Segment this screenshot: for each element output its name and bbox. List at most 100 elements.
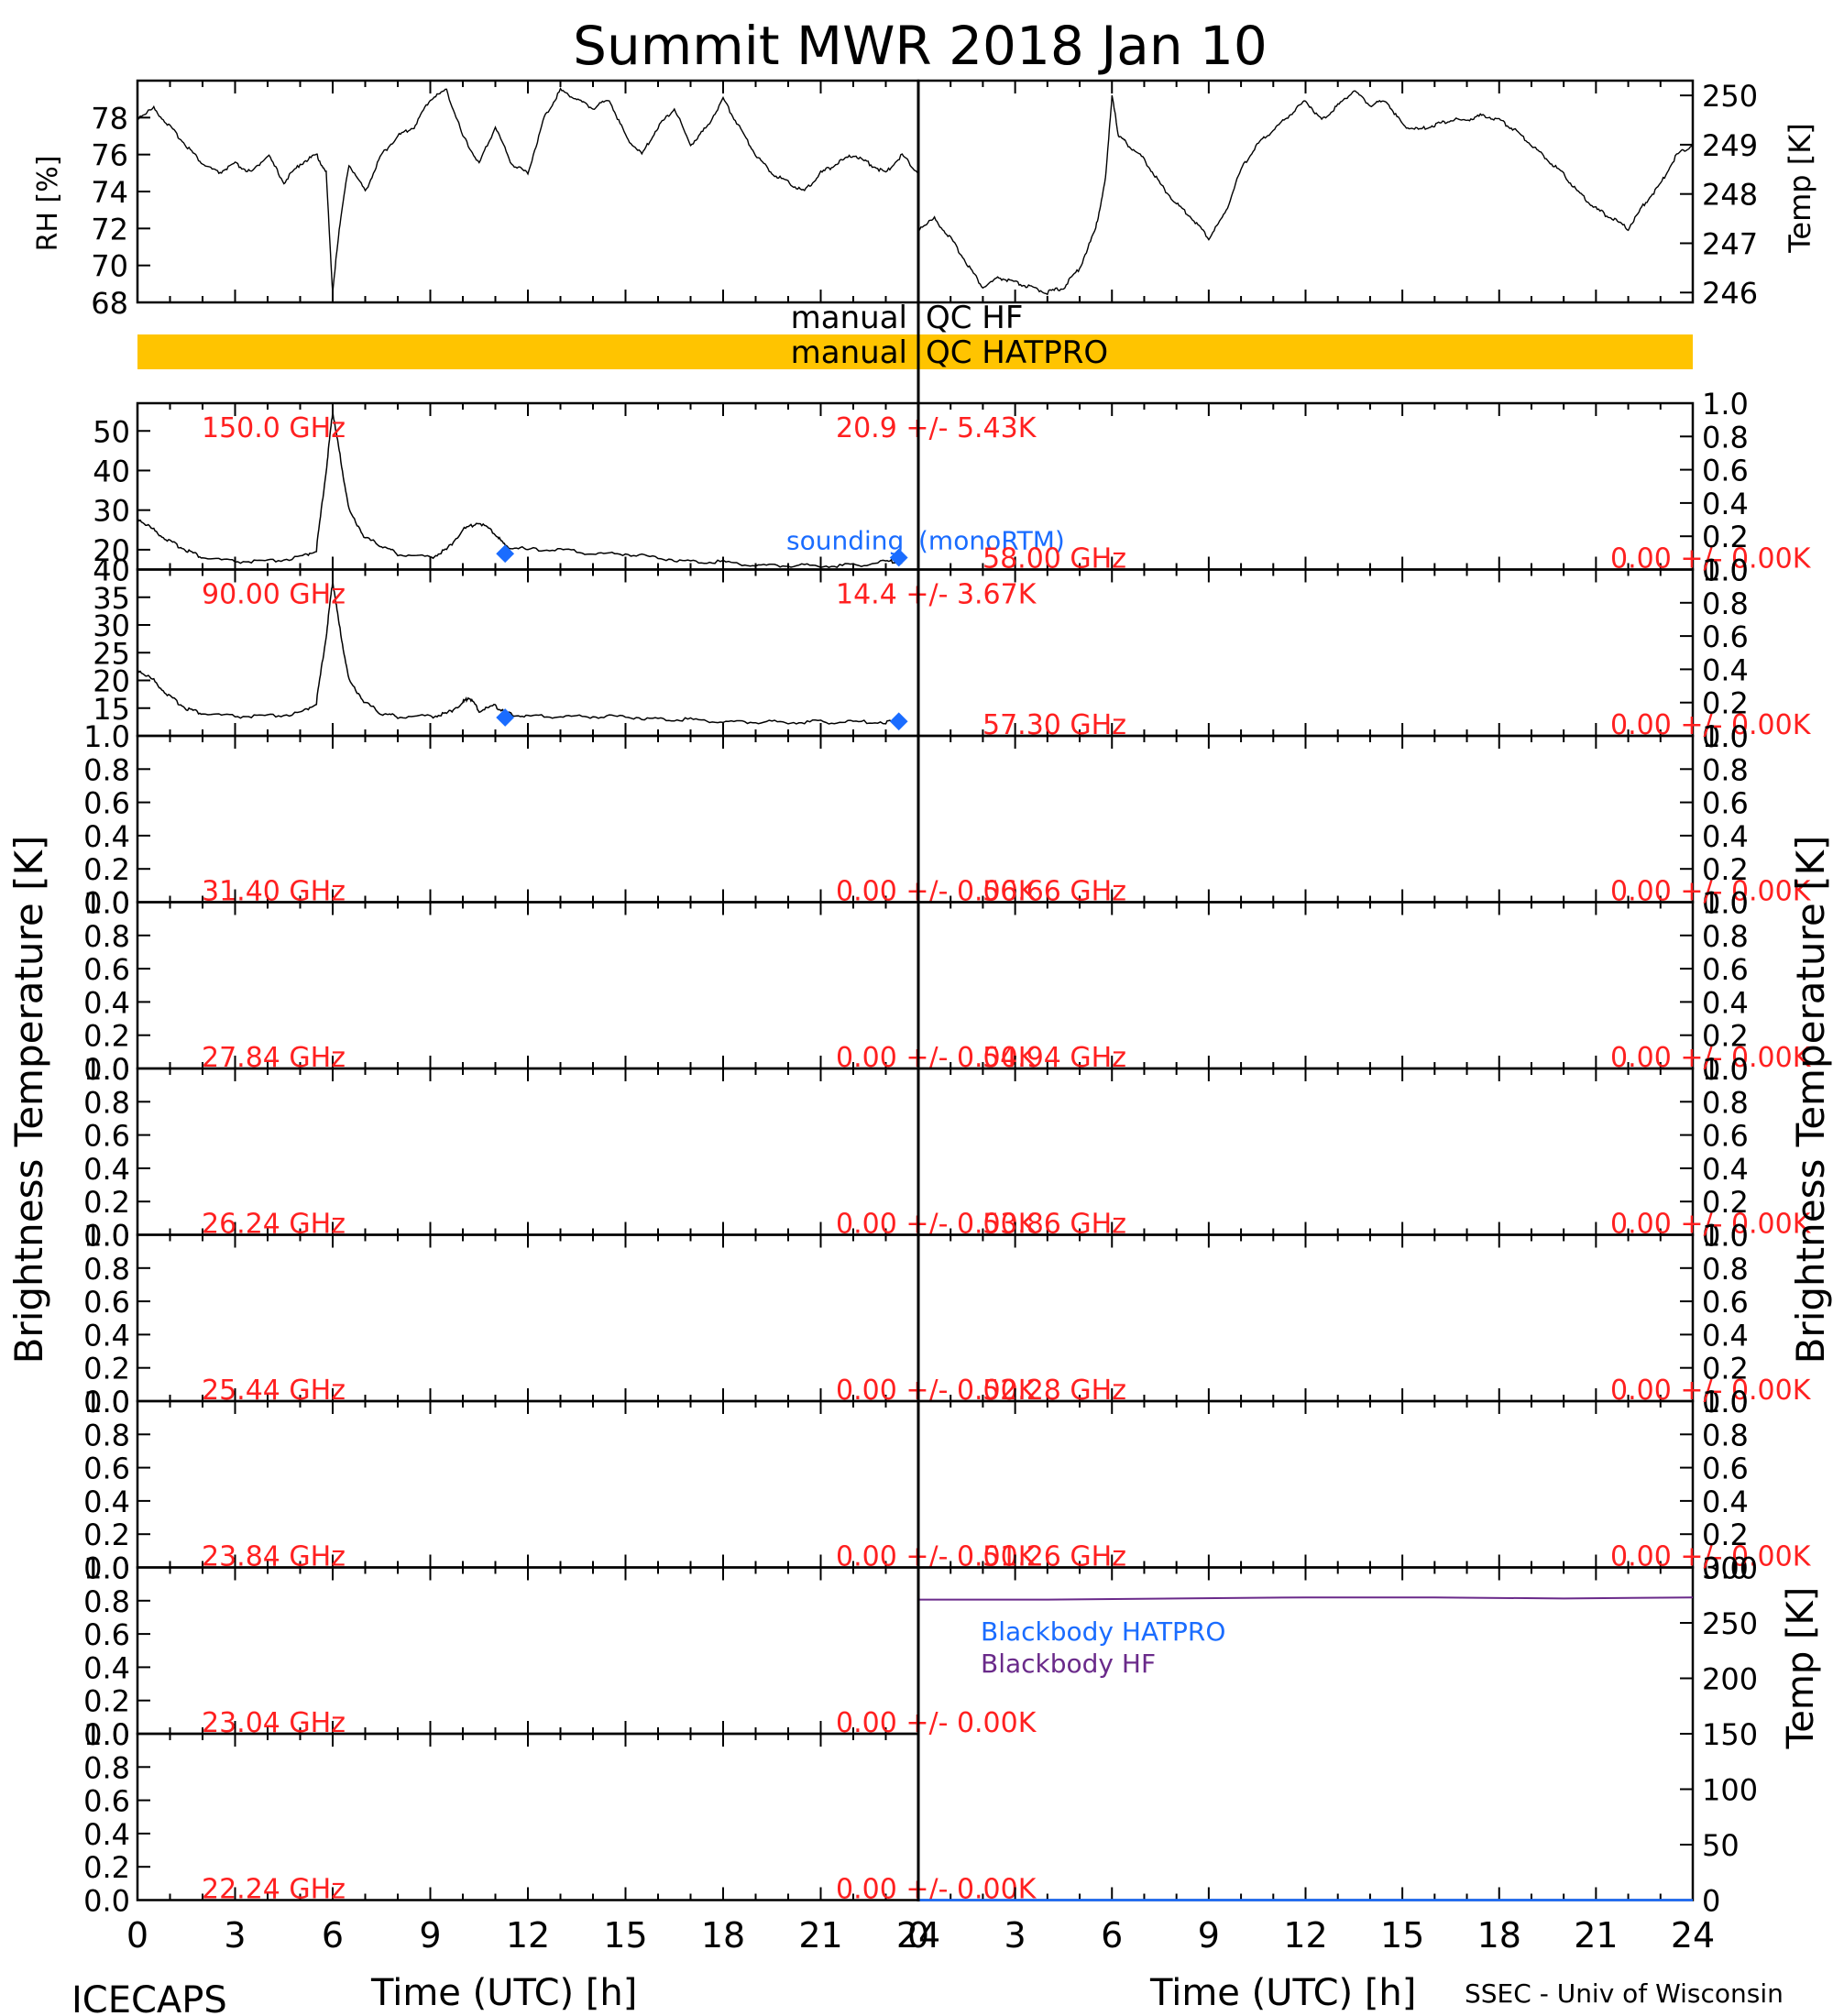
x-tick-label-left: 21: [798, 1915, 842, 1956]
tb-right-4-ytick-label: 0.8: [1702, 1085, 1749, 1120]
tb-left-1-ytick-label: 30: [93, 608, 130, 643]
bb-ytick-label: 150: [1702, 1717, 1758, 1752]
tb-left-6-ytick-label: 0.4: [83, 1485, 130, 1519]
tb-left-2-ytick-label: 0.2: [83, 852, 130, 887]
tb-left-6-ytick-label: 0.2: [83, 1517, 130, 1552]
tb-axis-label-left: Brightness Temperature [K]: [6, 836, 51, 1364]
tb-left-3-ytick-label: 1.0: [83, 886, 130, 921]
tb-left-5-ytick-label: 1.0: [83, 1219, 130, 1254]
tb-right-3-ytick-label: 0.8: [1702, 919, 1749, 954]
x-tick-label-right: 21: [1574, 1915, 1618, 1956]
tb-left-4-ytick-label: 0.6: [83, 1119, 130, 1154]
tb-left-8-channel-label: 22.24 GHz: [202, 1874, 346, 1906]
tb-right-4-ytick-label: 1.0: [1702, 1052, 1749, 1087]
tb-left-8-ytick-label: 1.0: [83, 1717, 130, 1752]
tb-right-6-ytick-label: 1.0: [1702, 1385, 1749, 1419]
tb-left-1-ytick-label: 20: [93, 664, 130, 699]
tb-left-3-ytick-label: 0.8: [83, 919, 130, 954]
qc-hf-left-label: manual: [791, 300, 907, 336]
tb-left-0-ytick-label: 20: [93, 533, 130, 568]
tb-left-0-series: [137, 411, 903, 569]
temp-panel-frame: [916, 79, 1695, 304]
tb-right-6-ytick-label: 0.6: [1702, 1452, 1749, 1486]
tb-left-3-ytick-label: 0.4: [83, 985, 130, 1020]
tb-right-6-ytick-label: 0.4: [1702, 1485, 1749, 1519]
qc-hatpro-left-label: manual: [791, 334, 907, 371]
tb-right-0-ytick-label: 0.6: [1702, 454, 1749, 488]
tb-right-2-ytick-label: 1.0: [1702, 719, 1749, 754]
sounding-legend-label: sounding: [786, 526, 904, 556]
x-axis-label-left: Time (UTC) [h]: [370, 1972, 637, 2014]
shared-axes: 0 3 6 9 12 15 18 21 240 3 6 9 12 15 18 21 24: [126, 1915, 1715, 1956]
bb-axis-label: Temp [K]: [1780, 1587, 1822, 1750]
tb-right-4-ytick-label: 0.4: [1702, 1152, 1749, 1187]
footer-right-label: SSEC - Univ of Wisconsin: [1465, 1978, 1784, 2009]
x-tick-label-right: 12: [1283, 1915, 1327, 1956]
tb-right-3-ytick-label: 0.2: [1702, 1019, 1749, 1054]
tb-left-7-ytick-label: 0.6: [83, 1617, 130, 1652]
tb-left-3-ytick-label: 0.0: [83, 1052, 130, 1087]
temp-ytick-label: 246: [1702, 276, 1758, 311]
tb-left-2-ytick-label: 0.6: [83, 786, 130, 821]
tb-right-5-ytick-label: 0.2: [1702, 1352, 1749, 1386]
x-axis-label-right: Time (UTC) [h]: [1149, 1972, 1416, 2014]
tb-left-0-ytick-label: 30: [93, 494, 130, 529]
tb-left-7-ytick-label: 0.4: [83, 1650, 130, 1685]
x-tick-label-right: 9: [1198, 1915, 1220, 1956]
bb-ytick-label: 250: [1702, 1606, 1758, 1641]
temp-ytick-label: 250: [1702, 79, 1758, 114]
tb-left-1-series: [137, 581, 903, 725]
tb-left-5-ytick-label: 0.0: [83, 1385, 130, 1419]
rh-ytick-label: 72: [91, 212, 128, 247]
tb-right-0-ytick-label: 0.4: [1702, 487, 1749, 521]
rh-ytick-label: 74: [91, 175, 128, 210]
tb-left-4-ytick-label: 0.8: [83, 1085, 130, 1120]
tb-right-1-ytick-label: 0.6: [1702, 619, 1749, 654]
x-tick-label-left: 0: [126, 1915, 148, 1956]
tb-right-4-ytick-label: 0.2: [1702, 1185, 1749, 1220]
qc-hf-right-label: QC HF: [926, 300, 1023, 336]
tb-left-4-ytick-label: 0.4: [83, 1152, 130, 1187]
x-tick-label-left: 12: [506, 1915, 550, 1956]
tb-left-0-stats-label: 20.9 +/- 5.43K: [836, 412, 1037, 444]
x-tick-label-left: 24: [896, 1915, 940, 1956]
tb-panels: 20 30 40 50 sounding (monoRTM) 150.0 GHz 20.9 +…: [6, 387, 1833, 1919]
tb-right-5-ytick-label: 0.6: [1702, 1285, 1749, 1320]
tb-left-7-ytick-label: 0.8: [83, 1584, 130, 1619]
x-tick-label-right: 18: [1477, 1915, 1521, 1956]
tb-left-5-ytick-label: 0.4: [83, 1318, 130, 1353]
tb-right-5-ytick-label: 0.8: [1702, 1252, 1749, 1287]
temp-ytick-label: 247: [1702, 226, 1758, 261]
bb-ytick-label: 200: [1702, 1662, 1758, 1697]
tb-right-5-ytick-label: 1.0: [1702, 1219, 1749, 1254]
tb-right-2-ytick-label: 0.4: [1702, 819, 1749, 854]
blackbody-panel: 0 50 100 150 200 250 300 Temp [K] Blackbody HATP…: [916, 1551, 1822, 1919]
rh-ytick-label: 68: [91, 286, 128, 321]
tb-left-8-ytick-label: 0.4: [83, 1817, 130, 1852]
tb-left-2-ytick-label: 0.4: [83, 819, 130, 854]
temp-ytick-label: 249: [1702, 128, 1758, 163]
bb-hf-legend: Blackbody HF: [981, 1649, 1156, 1679]
tb-right-3-ytick-label: 0.4: [1702, 985, 1749, 1020]
tb-left-8-ytick-label: 0.0: [83, 1884, 130, 1919]
tb-left-6-ytick-label: 0.6: [83, 1452, 130, 1486]
x-tick-label-right: 0: [907, 1915, 929, 1956]
temp-axis-label: Temp [K]: [1783, 123, 1817, 253]
footer-left-label: ICECAPS: [71, 1979, 227, 2016]
rh-axis-label: RH [%]: [32, 156, 64, 252]
x-tick-label-left: 15: [603, 1915, 647, 1956]
temp-ytick-label: 248: [1702, 178, 1758, 213]
tb-right-6-ytick-label: 0.0: [1702, 1551, 1749, 1586]
tb-right-0-ytick-label: 1.0: [1702, 387, 1749, 422]
tb-left-6-ytick-label: 0.8: [83, 1418, 130, 1452]
bb-ytick-label: 100: [1702, 1773, 1758, 1808]
tb-left-0-sounding-point: [496, 544, 515, 564]
tb-right-2-ytick-label: 0.6: [1702, 786, 1749, 821]
tb-right-2-ytick-label: 0.8: [1702, 752, 1749, 787]
tb-right-3-ytick-label: 1.0: [1702, 886, 1749, 921]
tb-left-7-ytick-label: 1.0: [83, 1551, 130, 1586]
x-tick-label-left: 18: [701, 1915, 745, 1956]
bb-hatpro-legend: Blackbody HATPRO: [981, 1616, 1225, 1647]
